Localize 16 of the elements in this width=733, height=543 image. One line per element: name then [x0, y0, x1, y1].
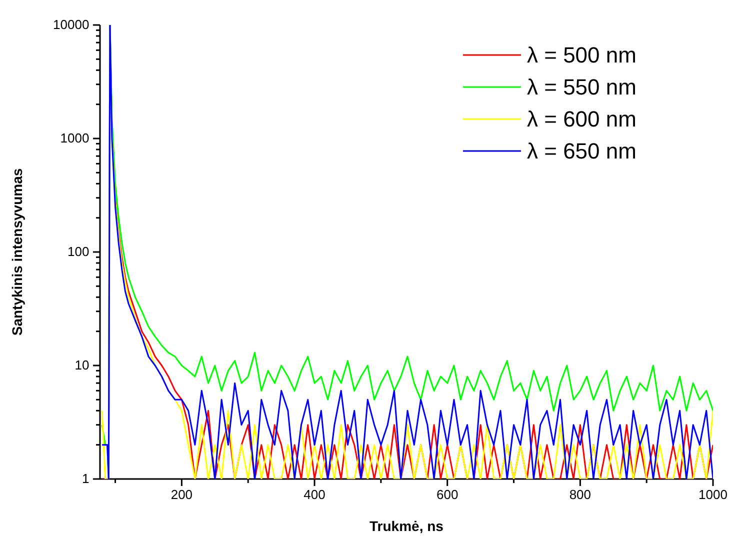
- x-tick-label: 400: [304, 486, 326, 502]
- x-tick-label: 1000: [698, 486, 728, 502]
- x-axis-title: Trukmė, ns: [370, 518, 444, 534]
- x-tick-label: 600: [436, 486, 458, 502]
- y-tick-label: 10: [74, 358, 90, 373]
- x-tick-label: 800: [569, 486, 592, 502]
- y-tick-label: 100: [67, 244, 90, 260]
- y-tick-label: 10000: [53, 17, 90, 32]
- y-axis-title: Santykinis intensyvumas: [9, 168, 25, 336]
- legend-label: λ = 550 nm: [527, 74, 636, 100]
- legend-label: λ = 650 nm: [527, 138, 636, 164]
- x-tick-label: 200: [170, 486, 193, 502]
- legend-label: λ = 500 nm: [527, 42, 636, 68]
- y-tick-label: 1: [82, 471, 90, 486]
- legend-label: λ = 600 nm: [527, 106, 636, 132]
- y-tick-label: 1000: [60, 130, 90, 146]
